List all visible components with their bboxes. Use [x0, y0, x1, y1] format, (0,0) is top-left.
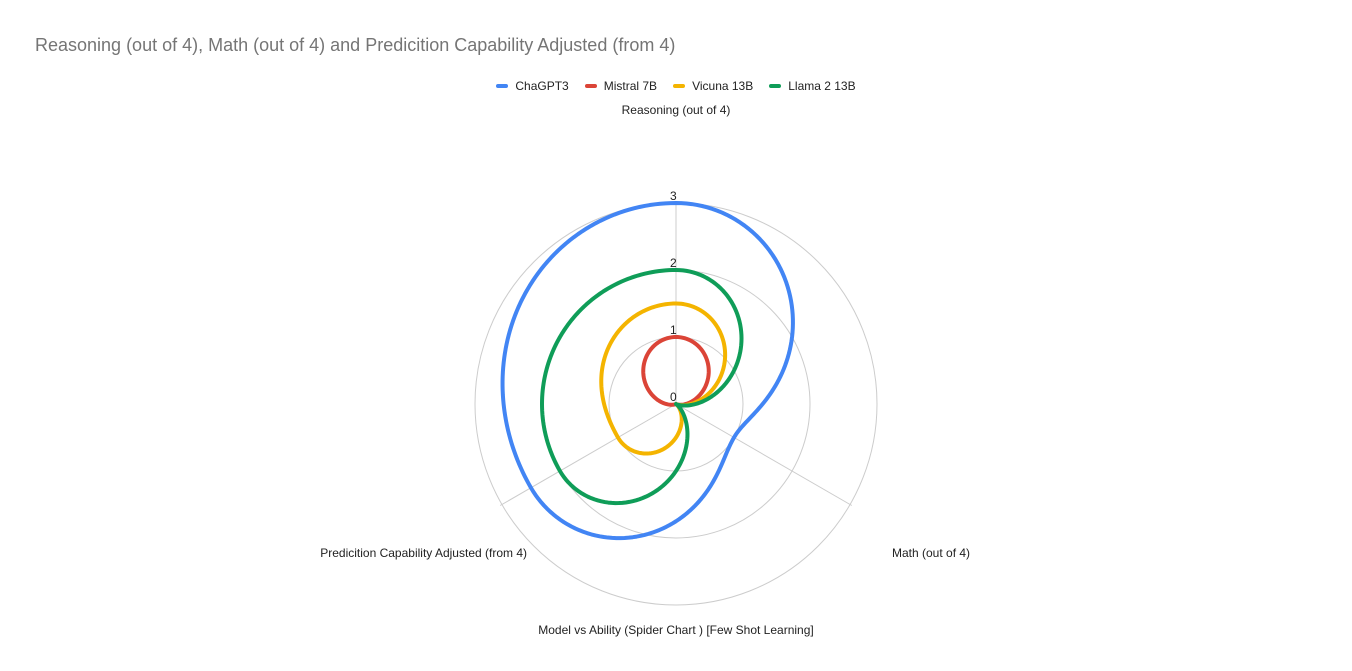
tick-label-2: 2 — [670, 256, 677, 270]
legend-item-vicuna: Vicuna 13B — [673, 79, 753, 93]
legend-label-vicuna: Vicuna 13B — [692, 79, 754, 93]
legend-item-llama: Llama 2 13B — [769, 79, 856, 93]
chart-subtitle: Model vs Ability (Spider Chart ) [Few Sh… — [538, 623, 813, 637]
tick-label-3: 3 — [670, 189, 677, 203]
axis-label-prediction: Predicition Capability Adjusted (from 4) — [320, 546, 527, 560]
axis-label-math: Math (out of 4) — [892, 546, 970, 560]
series-line-2 — [599, 301, 728, 456]
legend-swatch-llama — [769, 84, 782, 88]
chart-legend: ChaGPT3 Mistral 7B Vicuna 13B Llama 2 13… — [0, 79, 1352, 93]
legend-item-mistral: Mistral 7B — [584, 79, 658, 93]
series-line-3 — [540, 268, 744, 506]
axis-label-reasoning: Reasoning (out of 4) — [622, 103, 731, 117]
legend-swatch-chagpt3 — [496, 84, 509, 88]
legend-swatch-mistral — [584, 84, 597, 88]
series-line-0 — [500, 201, 795, 541]
tick-label-0: 0 — [670, 390, 677, 404]
legend-label-llama: Llama 2 13B — [788, 79, 856, 93]
legend-item-chagpt3: ChaGPT3 — [496, 79, 569, 93]
legend-label-chagpt3: ChaGPT3 — [515, 79, 569, 93]
axis-spoke-1 — [675, 403, 853, 506]
legend-label-mistral: Mistral 7B — [603, 79, 658, 93]
radar-ticks: 0 1 2 3 — [670, 189, 677, 404]
chart-title: Reasoning (out of 4), Math (out of 4) an… — [35, 35, 676, 55]
radar-series — [500, 201, 795, 541]
tick-label-1: 1 — [670, 323, 677, 337]
legend-swatch-vicuna — [673, 84, 686, 88]
